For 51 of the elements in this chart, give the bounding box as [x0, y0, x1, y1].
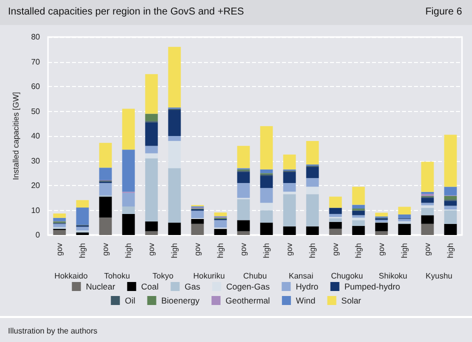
text: Tohoku	[104, 272, 130, 280]
y-tick-label: 0	[36, 230, 41, 240]
y-tick-label: 20	[31, 181, 41, 190]
x-tick-label: gov	[331, 243, 340, 256]
x-tick-label: high	[216, 243, 225, 258]
y-tick-label: 40	[31, 132, 41, 140]
legend-label: Bioenergy	[161, 296, 200, 306]
x-tick-label: gov	[147, 243, 156, 256]
chart-subtitle: Figure 6	[425, 6, 462, 18]
y-axis-title: Installed capacities [GW]	[12, 92, 20, 180]
x-tick-label: gov	[193, 243, 202, 256]
x-tick-label: high	[446, 243, 455, 258]
y-tick-label: 50	[31, 106, 41, 116]
x-tick-label: high	[308, 243, 317, 258]
x-tick-label: high	[262, 243, 271, 258]
x-tick-label: high	[78, 243, 87, 258]
y-tick-label: 70	[31, 57, 41, 66]
text: Illustration by the authors	[8, 326, 98, 336]
x-tick-label: high	[400, 243, 409, 258]
legend-label: Wind	[296, 296, 316, 306]
x-tick-label: gov	[377, 243, 386, 256]
x-tick-label: gov	[101, 243, 110, 256]
text: Shikoku	[378, 272, 408, 280]
text: Hokuriku	[193, 272, 225, 280]
text: Chubu	[243, 272, 267, 280]
text: Chugoku	[330, 272, 364, 280]
legend-label: Oil	[124, 296, 136, 306]
x-tick-label: high	[170, 243, 179, 258]
legend-label: Nuclear	[86, 282, 116, 292]
chart-title: Installed capacities per region in the GovS and +RES	[8, 6, 244, 18]
text: Hokkaido	[54, 272, 88, 280]
text: Kansai	[288, 272, 314, 280]
text: Kyushu	[426, 272, 452, 280]
x-tick-label: gov	[285, 243, 294, 256]
x-tick-label: high	[354, 243, 363, 258]
y-tick-label: 10	[31, 206, 41, 215]
legend-label: Geothermal	[226, 296, 270, 306]
text: Tokyo	[152, 272, 174, 280]
legend-label: Cogen-Gas	[226, 282, 270, 292]
x-tick-label: gov	[55, 243, 64, 256]
x-tick-label: gov	[239, 243, 248, 256]
legend-label: Hydro	[296, 282, 319, 292]
legend-label: Pumped-hydro	[344, 282, 400, 292]
legend-label: Coal	[141, 282, 159, 292]
legend-label: Gas	[184, 282, 200, 292]
x-tick-label: high	[124, 243, 133, 258]
x-tick-label: gov	[423, 243, 432, 256]
y-tick-label: 80	[31, 32, 41, 42]
legend-label: Solar	[341, 296, 362, 306]
y-tick-label: 60	[31, 82, 41, 91]
y-tick-label: 30	[31, 156, 41, 166]
